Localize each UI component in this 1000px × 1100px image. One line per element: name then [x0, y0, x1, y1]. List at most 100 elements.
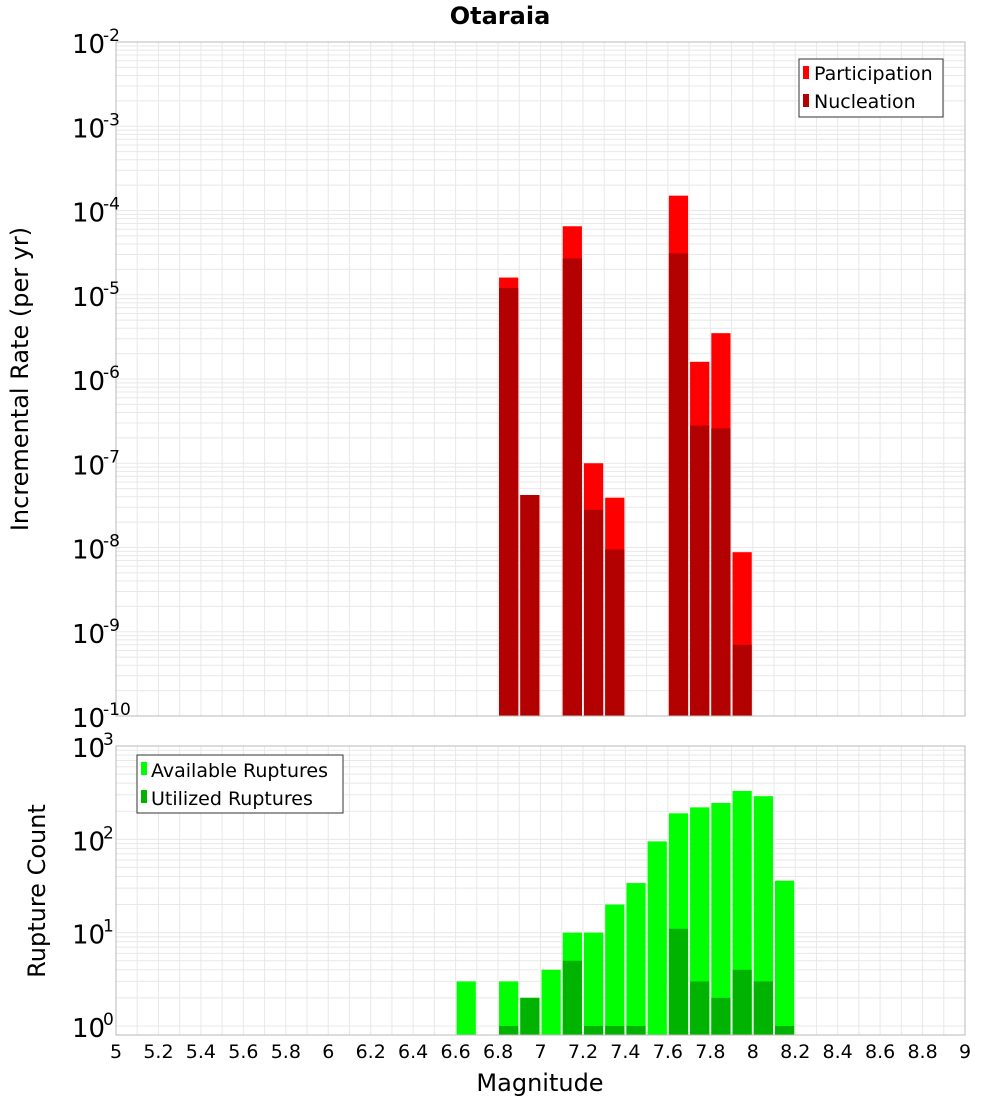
count-utilized-ruptures-bar: [562, 960, 582, 1035]
count-available-ruptures-bar: [711, 803, 731, 1035]
x-tick-label: 9: [959, 1041, 971, 1063]
rate-legend-box: [798, 58, 944, 118]
count-available-ruptures-bar: [605, 904, 625, 1035]
count-legend-box: [136, 754, 344, 814]
x-tick-label: 5.6: [228, 1041, 258, 1063]
rate-plot-frame: [115, 41, 966, 717]
x-tick-label: 8.6: [865, 1041, 895, 1063]
x-tick-label: 7: [534, 1041, 546, 1063]
legend-label-participation: Participation: [814, 63, 933, 85]
legend-label-nucleation: Nucleation: [814, 91, 916, 113]
count-utilized-ruptures-bar: [499, 1025, 519, 1035]
x-tick-label: 7.8: [695, 1041, 725, 1063]
rate-y-tick-base: 10: [72, 114, 105, 144]
x-tick-label: 8.2: [780, 1041, 810, 1063]
count-y-tick-base: 10: [72, 1014, 105, 1044]
count-y-tick-exponent: 2: [103, 823, 114, 843]
count-y-axis-label: Rupture Count: [23, 804, 51, 978]
count-utilized-ruptures-bar: [753, 981, 773, 1035]
rate-y-tick-exponent: -6: [103, 363, 120, 383]
count-legend: Available Ruptures Utilized Ruptures: [136, 754, 344, 814]
count-y-tick-base: 10: [72, 921, 105, 951]
x-tick-label: 5.2: [143, 1041, 173, 1063]
count-bars: [456, 790, 795, 1035]
rate-gridlines: [115, 42, 966, 717]
x-tick-label: 6.6: [440, 1041, 470, 1063]
rate-y-tick-base: 10: [72, 199, 105, 229]
x-tick-label: 8.8: [907, 1041, 937, 1063]
legend-swatch-participation: [803, 66, 809, 79]
x-tick-label: 6: [322, 1041, 334, 1063]
rate-nucleation-bar: [732, 644, 752, 716]
rate-nucleation-bar: [499, 288, 519, 716]
rate-nucleation-bar: [711, 428, 731, 716]
rate-y-tick-base: 10: [72, 620, 105, 650]
count-y-tick-base: 10: [72, 734, 105, 764]
count-available-ruptures-bar: [753, 796, 773, 1035]
count-plot-frame: [115, 745, 966, 1036]
rate-legend: Participation Nucleation: [798, 58, 944, 118]
magnitude-x-ticks: 5 5.2 5.4 5.6 5.8 6 6.2 6.4 6.6 6.8 7 7.2 7.4 7.6 7.8 8…: [110, 1041, 971, 1063]
count-available-ruptures-bar: [541, 969, 561, 1035]
x-tick-label: 6.2: [356, 1041, 386, 1063]
rate-bars: [499, 195, 752, 716]
rate-panel: 10-210-310-410-510-610-710-810-910-10 In…: [6, 26, 966, 734]
legend-label-available-ruptures: Available Ruptures: [151, 760, 328, 782]
count-available-ruptures-bar: [499, 981, 519, 1035]
rate-nucleation-bar: [690, 425, 710, 716]
rate-nucleation-bar: [605, 549, 625, 716]
x-tick-label: 7.6: [653, 1041, 683, 1063]
chart-title: Otaraia: [450, 2, 551, 30]
count-utilized-ruptures-bar: [668, 928, 689, 1035]
rate-y-tick-exponent: -5: [103, 279, 120, 299]
count-y-tick-exponent: 3: [103, 730, 114, 750]
x-tick-label: 6.4: [398, 1041, 428, 1063]
count-available-ruptures-bar: [690, 807, 710, 1035]
count-available-ruptures-bar: [583, 932, 604, 1035]
count-utilized-ruptures-bar: [690, 981, 710, 1035]
x-tick-label: 5.8: [271, 1041, 301, 1063]
count-utilized-ruptures-bar: [605, 1025, 625, 1035]
count-y-tick-exponent: 0: [103, 1010, 114, 1030]
rate-y-tick-base: 10: [72, 30, 105, 60]
rate-nucleation-bar: [520, 494, 540, 716]
magnitude-x-axis-label: Magnitude: [476, 1069, 603, 1097]
legend-label-utilized-ruptures: Utilized Ruptures: [151, 788, 313, 810]
count-utilized-ruptures-bar: [583, 1025, 604, 1035]
count-utilized-ruptures-bar: [626, 1025, 646, 1035]
rate-y-tick-base: 10: [72, 704, 105, 734]
count-available-ruptures-bar: [647, 841, 667, 1035]
rate-y-tick-exponent: -3: [103, 110, 120, 130]
rate-y-tick-base: 10: [72, 367, 105, 397]
legend-swatch-utilized-ruptures: [141, 790, 147, 803]
x-tick-label: 5.4: [186, 1041, 216, 1063]
rate-y-tick-exponent: -8: [103, 532, 120, 552]
count-utilized-ruptures-bar: [774, 1025, 795, 1035]
count-utilized-ruptures-bar: [711, 997, 731, 1035]
rate-y-tick-exponent: -9: [103, 616, 120, 636]
x-tick-label: 8.4: [823, 1041, 853, 1063]
rate-y-tick-base: 10: [72, 536, 105, 566]
rate-y-tick-base: 10: [72, 283, 105, 313]
count-available-ruptures-bar: [456, 981, 476, 1035]
rate-y-tick-exponent: -2: [103, 26, 120, 46]
count-available-ruptures-bar: [626, 883, 646, 1035]
rate-nucleation-bar: [668, 253, 689, 716]
rate-y-tick-exponent: -10: [103, 700, 131, 720]
rate-y-axis-label: Incremental Rate (per yr): [6, 227, 34, 531]
rate-y-tick-exponent: -7: [103, 447, 120, 467]
count-available-ruptures-bar: [774, 880, 795, 1035]
count-y-tick-exponent: 1: [103, 917, 114, 937]
count-utilized-ruptures-bar: [732, 969, 752, 1035]
rate-y-tick-exponent: -4: [103, 195, 120, 215]
rate-y-ticks: 10-210-310-410-510-610-710-810-910-10: [72, 26, 131, 734]
count-y-tick-base: 10: [72, 827, 105, 857]
legend-swatch-available-ruptures: [141, 762, 147, 775]
x-tick-label: 8: [747, 1041, 759, 1063]
x-tick-label: 7.4: [610, 1041, 640, 1063]
x-tick-label: 7.2: [568, 1041, 598, 1063]
rate-nucleation-bar: [562, 258, 582, 716]
